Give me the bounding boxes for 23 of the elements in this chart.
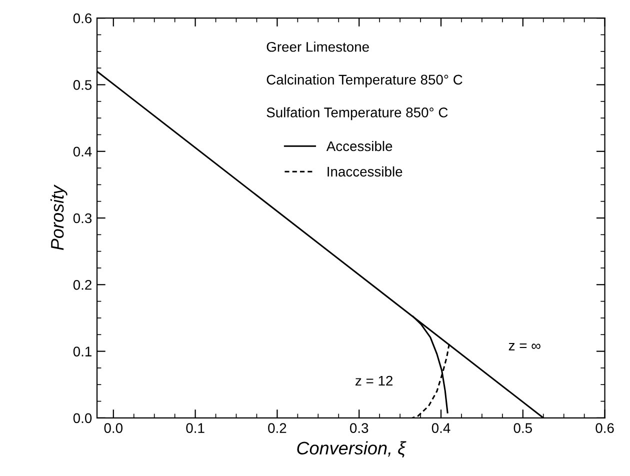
annotation: Calcination Temperature 850° C [266,74,462,88]
x-tick-label: 0.1 [186,423,204,433]
x-tick-label: 0.4 [432,423,450,433]
annotation: Greer Limestone [266,42,369,52]
y-tick-label: 0.3 [73,213,92,224]
y-tick-label: 0.2 [73,280,92,290]
x-axis-title: Conversion, ξ [297,441,406,458]
legend-label: Inaccessible [328,166,402,177]
y-tick-label: 0.5 [73,80,92,90]
y-tick-label: 0.6 [73,13,92,24]
y-axis-title: Porosity [50,184,68,250]
annotation: Sulfation Temperature 850° C [266,107,448,120]
annotation: z = 12 [356,376,392,386]
annotation: z = ∞ [508,343,540,350]
x-tick-label: 0.6 [596,423,614,433]
x-tick-label: 0.0 [104,423,123,433]
legend-label: Accessible [326,140,392,152]
x-tick-label: 0.5 [514,423,532,433]
y-tick-label: 0.0 [73,413,92,424]
y-tick-label: 0.4 [73,146,92,157]
x-tick-label: 0.3 [350,423,368,433]
x-tick-label: 0.2 [268,423,286,433]
y-tick-label: 0.1 [73,346,92,356]
